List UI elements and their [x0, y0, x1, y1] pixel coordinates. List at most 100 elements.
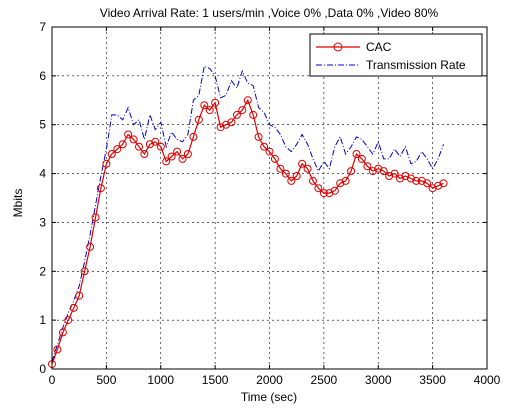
- cac-data-point: [173, 147, 182, 156]
- y-tick-label: 7: [39, 20, 46, 34]
- cac-data-point: [200, 101, 209, 110]
- legend: CAC Transmission Rate: [309, 33, 483, 77]
- cac-data-point: [357, 154, 366, 163]
- cac-data-point: [96, 184, 105, 193]
- series-layer: [48, 65, 448, 369]
- cac-data-point: [69, 303, 78, 312]
- cac-data-point: [385, 172, 394, 180]
- x-axis-label: Time (sec): [241, 390, 297, 404]
- cac-data-point: [390, 169, 399, 178]
- legend-label-cac: CAC: [366, 40, 392, 54]
- cac-data-point: [75, 291, 84, 300]
- y-tick-label: 3: [39, 215, 46, 229]
- cac-data-point: [249, 110, 258, 119]
- cac-data-point: [374, 164, 383, 173]
- cac-data-point: [347, 167, 356, 176]
- cac-data-point: [145, 140, 154, 149]
- cac-data-point: [107, 150, 116, 158]
- cac-data-point: [86, 242, 95, 251]
- y-tick-label: 1: [39, 313, 46, 327]
- cac-data-point: [80, 267, 89, 276]
- cac-data-point: [309, 176, 317, 185]
- cac-data-point: [412, 176, 421, 185]
- x-tick-label: 3000: [365, 373, 392, 387]
- y-tick-label: 6: [39, 69, 46, 83]
- cac-data-point: [428, 184, 437, 193]
- chart-title: Video Arrival Rate: 1 users/min ,Voice 0…: [100, 6, 439, 20]
- legend-label-transmission-rate: Transmission Rate: [366, 58, 466, 72]
- x-tick-label: 4000: [474, 373, 501, 387]
- legend-marker-cac: [333, 42, 343, 52]
- cac-data-point: [423, 179, 432, 188]
- cac-data-point: [303, 164, 312, 173]
- y-tick-label: 5: [39, 118, 46, 132]
- series-line-transmission-rate: [51, 65, 444, 362]
- x-tick-label: 1000: [147, 373, 174, 387]
- legend-box: [309, 33, 483, 77]
- series-line-cac: [51, 98, 444, 365]
- cac-data-point: [379, 167, 388, 176]
- x-tick-label: 2500: [311, 373, 338, 387]
- cac-data-point: [58, 328, 67, 337]
- grid-lines: [52, 27, 487, 369]
- cac-data-point: [336, 179, 345, 188]
- cac-data-point: [151, 137, 160, 146]
- cac-data-point: [124, 130, 133, 139]
- cac-data-point: [183, 150, 192, 158]
- x-tick-label: 0: [49, 373, 56, 387]
- cac-data-point: [265, 147, 274, 156]
- cac-data-point: [211, 98, 220, 107]
- cac-data-point: [53, 345, 62, 354]
- cac-data-point: [341, 176, 350, 185]
- cac-data-point: [227, 118, 236, 127]
- cac-data-point: [102, 159, 111, 168]
- cac-data-point: [254, 132, 263, 141]
- cac-data-point: [167, 152, 176, 161]
- cac-data-point: [270, 154, 279, 163]
- cac-data-point: [205, 106, 214, 115]
- cac-data-point: [368, 167, 377, 176]
- cac-data-point: [91, 213, 100, 222]
- cac-data-point: [178, 154, 187, 163]
- x-tick-label: 1500: [202, 373, 229, 387]
- cac-data-point: [118, 140, 127, 149]
- cac-data-point: [352, 150, 361, 158]
- cac-data-point: [330, 186, 339, 195]
- cac-data-point: [162, 157, 171, 166]
- cac-data-point: [434, 181, 443, 190]
- cac-data-point: [135, 142, 143, 151]
- cac-data-point: [417, 176, 426, 185]
- cac-data-point: [232, 110, 241, 119]
- cac-data-point: [194, 115, 203, 124]
- cac-data-point: [156, 142, 165, 151]
- plot-frame: [51, 26, 488, 370]
- cac-data-point: [363, 162, 372, 171]
- cac-data-point: [396, 174, 404, 183]
- x-tick-label: 500: [96, 373, 116, 387]
- cac-data-point: [406, 174, 415, 183]
- cac-data-point: [439, 179, 448, 188]
- y-tick-label: 2: [39, 264, 46, 278]
- cac-data-point: [222, 120, 230, 129]
- cac-data-point: [129, 135, 138, 144]
- cac-data-point: [276, 164, 285, 173]
- cac-data-point: [113, 145, 122, 154]
- x-tick-label: 3500: [419, 373, 446, 387]
- y-tick-label: 4: [39, 167, 46, 181]
- cac-data-point: [298, 159, 307, 168]
- cac-data-point: [260, 142, 269, 151]
- x-tick-label: 2000: [256, 373, 283, 387]
- axis-ticks: 0 500 1000 1500 2000 2500 3000 3500 4000 0 1 2 3 4 5 6 7: [39, 20, 500, 387]
- y-axis-label: Mbits: [11, 189, 25, 218]
- cac-data-point: [287, 176, 296, 185]
- cac-data-point: [216, 123, 225, 132]
- cac-data-point: [140, 150, 149, 158]
- cac-data-point: [281, 169, 290, 178]
- cac-data-point: [292, 172, 301, 180]
- cac-data-point: [64, 316, 73, 325]
- cac-data-point: [325, 189, 334, 198]
- cac-data-point: [319, 189, 328, 198]
- cac-data-point: [314, 184, 323, 193]
